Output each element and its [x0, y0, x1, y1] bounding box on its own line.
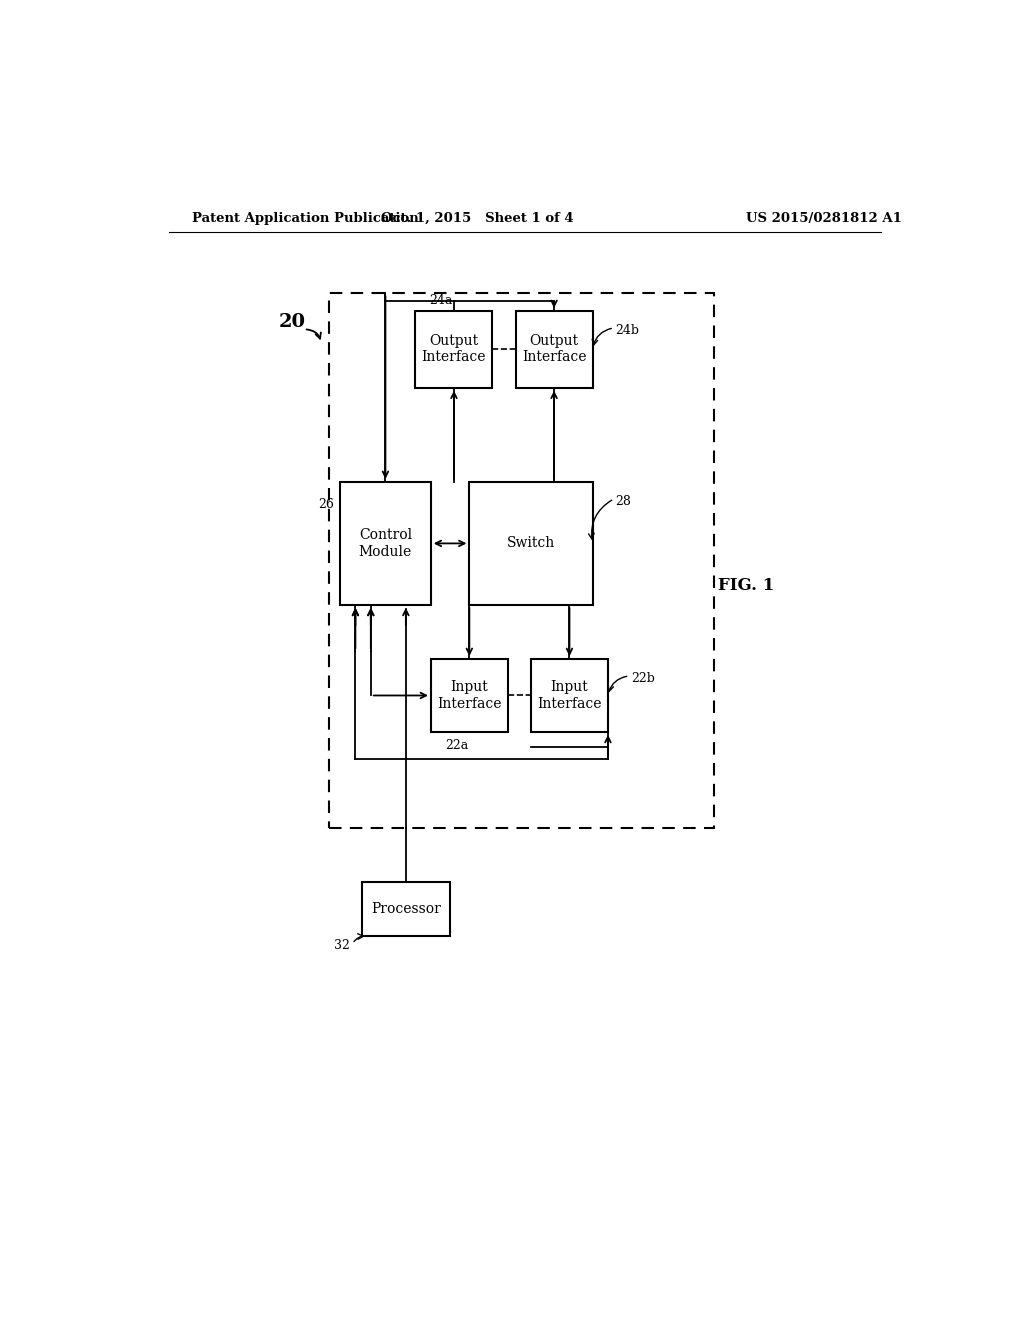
Text: 22b: 22b — [631, 672, 655, 685]
Text: Switch: Switch — [507, 536, 555, 550]
Bar — [431, 659, 508, 733]
Text: US 2015/0281812 A1: US 2015/0281812 A1 — [745, 213, 901, 224]
Text: Input
Interface: Input Interface — [437, 680, 502, 710]
Text: Input
Interface: Input Interface — [538, 680, 602, 710]
Bar — [469, 482, 593, 605]
Text: 28: 28 — [615, 495, 632, 508]
Bar — [330, 293, 714, 829]
Text: 24a: 24a — [429, 293, 453, 306]
Bar — [416, 312, 493, 388]
Text: 20: 20 — [279, 313, 306, 330]
Text: Output
Interface: Output Interface — [422, 334, 486, 364]
Text: Output
Interface: Output Interface — [522, 334, 587, 364]
Text: Control
Module: Control Module — [358, 528, 412, 558]
Bar — [340, 482, 431, 605]
Bar — [515, 312, 593, 388]
Bar — [531, 659, 608, 733]
Text: 24b: 24b — [615, 323, 640, 337]
Text: 22a: 22a — [444, 739, 468, 752]
Text: Oct. 1, 2015   Sheet 1 of 4: Oct. 1, 2015 Sheet 1 of 4 — [381, 213, 573, 224]
Text: 26: 26 — [318, 499, 334, 511]
Text: Patent Application Publication: Patent Application Publication — [193, 213, 419, 224]
Text: Processor: Processor — [371, 902, 440, 916]
Text: FIG. 1: FIG. 1 — [719, 577, 775, 594]
Bar — [361, 882, 451, 936]
Text: 32: 32 — [334, 939, 350, 952]
